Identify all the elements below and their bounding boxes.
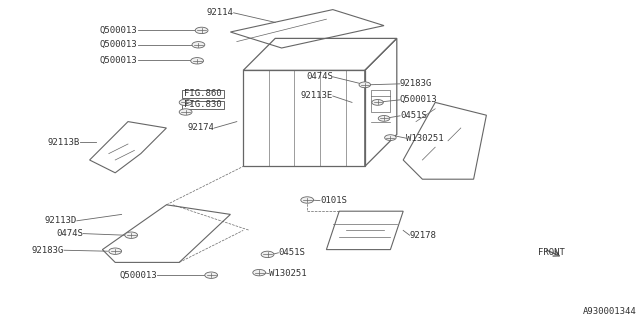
- Text: Q500013: Q500013: [119, 271, 157, 280]
- Text: 0474S: 0474S: [56, 229, 83, 238]
- Circle shape: [192, 42, 205, 48]
- Circle shape: [179, 109, 192, 115]
- Circle shape: [359, 82, 371, 88]
- Bar: [182, 90, 224, 98]
- Text: FIG.830: FIG.830: [184, 100, 221, 109]
- Text: 92178: 92178: [410, 231, 436, 240]
- Circle shape: [191, 58, 204, 64]
- Text: Q500013: Q500013: [400, 95, 438, 104]
- Text: FRONT: FRONT: [538, 248, 564, 257]
- Circle shape: [253, 269, 266, 276]
- Text: Q500013: Q500013: [100, 26, 138, 35]
- Circle shape: [109, 248, 122, 254]
- Circle shape: [179, 99, 192, 106]
- Text: 0474S: 0474S: [306, 72, 333, 81]
- Text: Q500013: Q500013: [100, 40, 138, 49]
- Text: Q500013: Q500013: [100, 56, 138, 65]
- Circle shape: [261, 251, 274, 258]
- Text: 92113E: 92113E: [301, 92, 333, 100]
- Text: 92183G: 92183G: [400, 79, 432, 88]
- Circle shape: [125, 232, 138, 238]
- Text: A930001344: A930001344: [583, 308, 637, 316]
- Text: 0451S: 0451S: [400, 111, 427, 120]
- Circle shape: [195, 27, 208, 34]
- Text: 0451S: 0451S: [278, 248, 305, 257]
- Circle shape: [378, 116, 390, 121]
- Circle shape: [372, 100, 383, 105]
- Text: FIG.860: FIG.860: [184, 89, 221, 98]
- Circle shape: [301, 197, 314, 203]
- Text: 92113D: 92113D: [45, 216, 77, 225]
- Bar: [182, 101, 224, 109]
- Text: 0101S: 0101S: [320, 196, 347, 205]
- Text: 92174: 92174: [188, 124, 214, 132]
- Text: 92114: 92114: [207, 8, 234, 17]
- Text: W130251: W130251: [406, 134, 444, 143]
- Text: 92113B: 92113B: [48, 138, 80, 147]
- Circle shape: [205, 272, 218, 278]
- Circle shape: [385, 135, 396, 140]
- Text: 92183G: 92183G: [32, 246, 64, 255]
- Text: W130251: W130251: [269, 269, 307, 278]
